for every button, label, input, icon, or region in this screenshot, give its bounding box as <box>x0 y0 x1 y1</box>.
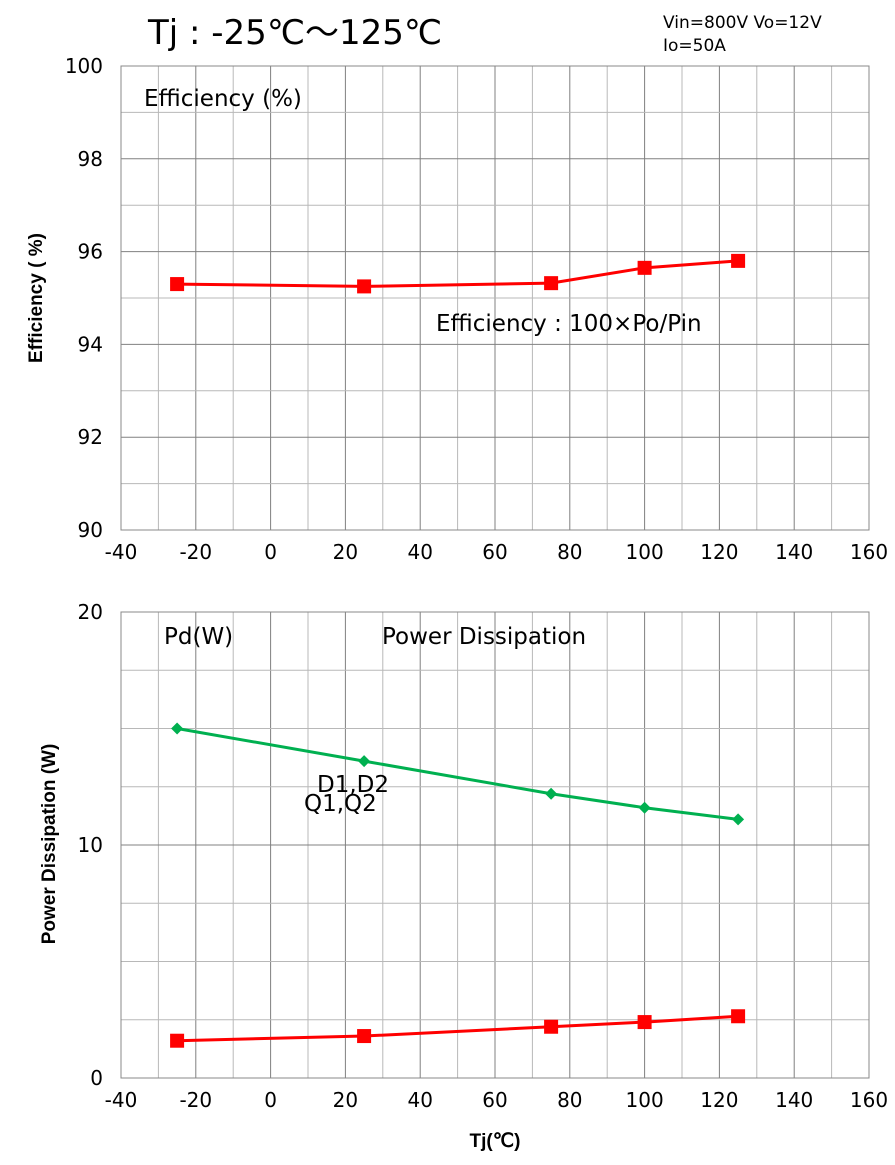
x-tick-label: 20 <box>333 540 358 564</box>
series-label-d1-d2: D1,D2 <box>317 772 389 798</box>
power-tick-labels: -40 -20 0 20 40 60 80 100 120 140 160 0 10 20 <box>78 600 889 1112</box>
efficiency-tick-labels: -40 -20 0 20 40 60 80 100 120 140 160 90 92 94 96 98 100 <box>65 54 888 564</box>
y-tick-label: 94 <box>78 332 103 356</box>
y-tick-label: 0 <box>90 1066 103 1090</box>
power-inner-label: Pd(W) <box>164 624 233 650</box>
x-tick-label: 60 <box>482 1088 507 1112</box>
data-point-diamond <box>358 755 371 768</box>
data-point-square <box>731 1009 746 1024</box>
data-point-square <box>170 277 185 292</box>
conditions-line-2: Io=50A <box>663 36 726 56</box>
power-series <box>170 722 746 1048</box>
data-point-square <box>357 1029 372 1044</box>
power-dissipation-chart: -40 -20 0 20 40 60 80 100 120 140 160 0 10 20 Power D… <box>39 600 888 1152</box>
x-tick-label: 160 <box>850 540 888 564</box>
x-tick-label: 120 <box>700 540 738 564</box>
data-point-diamond <box>732 813 745 826</box>
x-tick-label: -20 <box>179 1088 212 1112</box>
data-point-square <box>637 1015 652 1030</box>
efficiency-inner-label: Efficiency (%) <box>144 86 302 112</box>
efficiency-formula-annotation: Efficiency : 100×Po/Pin <box>436 311 702 337</box>
x-tick-label: 100 <box>626 540 664 564</box>
x-tick-label: 40 <box>407 540 432 564</box>
x-tick-label: -40 <box>105 1088 138 1112</box>
data-point-square <box>544 276 559 291</box>
efficiency-chart: -40 -20 0 20 40 60 80 100 120 140 160 90 92 94 96 98 100… <box>26 54 888 564</box>
data-point-square <box>357 279 372 294</box>
x-tick-label: 40 <box>407 1088 432 1112</box>
efficiency-y-axis-label: Efficiency ( %) <box>26 233 47 363</box>
x-tick-label: 140 <box>775 1088 813 1112</box>
power-chart-annotation: Power Dissipation <box>382 624 586 650</box>
efficiency-grid <box>121 66 869 530</box>
y-tick-label: 98 <box>78 147 103 171</box>
data-point-diamond <box>638 801 651 814</box>
data-point-square <box>637 260 652 275</box>
figure-title: Tj : -25℃～125℃ <box>147 13 442 53</box>
power-y-axis-label: Power Dissipation (W) <box>39 744 60 945</box>
x-tick-label: 0 <box>264 1088 277 1112</box>
data-point-square <box>544 1019 559 1034</box>
y-tick-label: 10 <box>78 833 103 857</box>
x-tick-label: 60 <box>482 540 507 564</box>
x-tick-label: -20 <box>179 540 212 564</box>
x-tick-label: 100 <box>626 1088 664 1112</box>
x-tick-label: 160 <box>850 1088 888 1112</box>
y-tick-label: 100 <box>65 54 103 78</box>
power-grid <box>121 612 869 1078</box>
power-x-axis-label: Tj(℃) <box>470 1131 521 1152</box>
efficiency-series <box>170 253 746 294</box>
x-tick-label: -40 <box>105 540 138 564</box>
power-plot-frame <box>120 611 870 1079</box>
conditions-line-1: Vin=800V Vo=12V <box>663 13 822 33</box>
y-tick-label: 96 <box>78 240 103 264</box>
x-tick-label: 20 <box>333 1088 358 1112</box>
x-tick-label: 80 <box>557 1088 582 1112</box>
x-tick-label: 80 <box>557 540 582 564</box>
y-tick-label: 92 <box>78 425 103 449</box>
data-point-square <box>170 1033 185 1048</box>
y-tick-label: 20 <box>78 600 103 624</box>
x-tick-label: 0 <box>264 540 277 564</box>
data-point-square <box>731 253 746 268</box>
efficiency-plot-frame <box>120 65 870 531</box>
y-tick-label: 90 <box>78 518 103 542</box>
series-label-q1-q2: Q1,Q2 <box>304 791 377 817</box>
x-tick-label: 120 <box>700 1088 738 1112</box>
x-tick-label: 140 <box>775 540 813 564</box>
data-point-diamond <box>545 787 558 800</box>
data-point-diamond <box>171 722 184 735</box>
